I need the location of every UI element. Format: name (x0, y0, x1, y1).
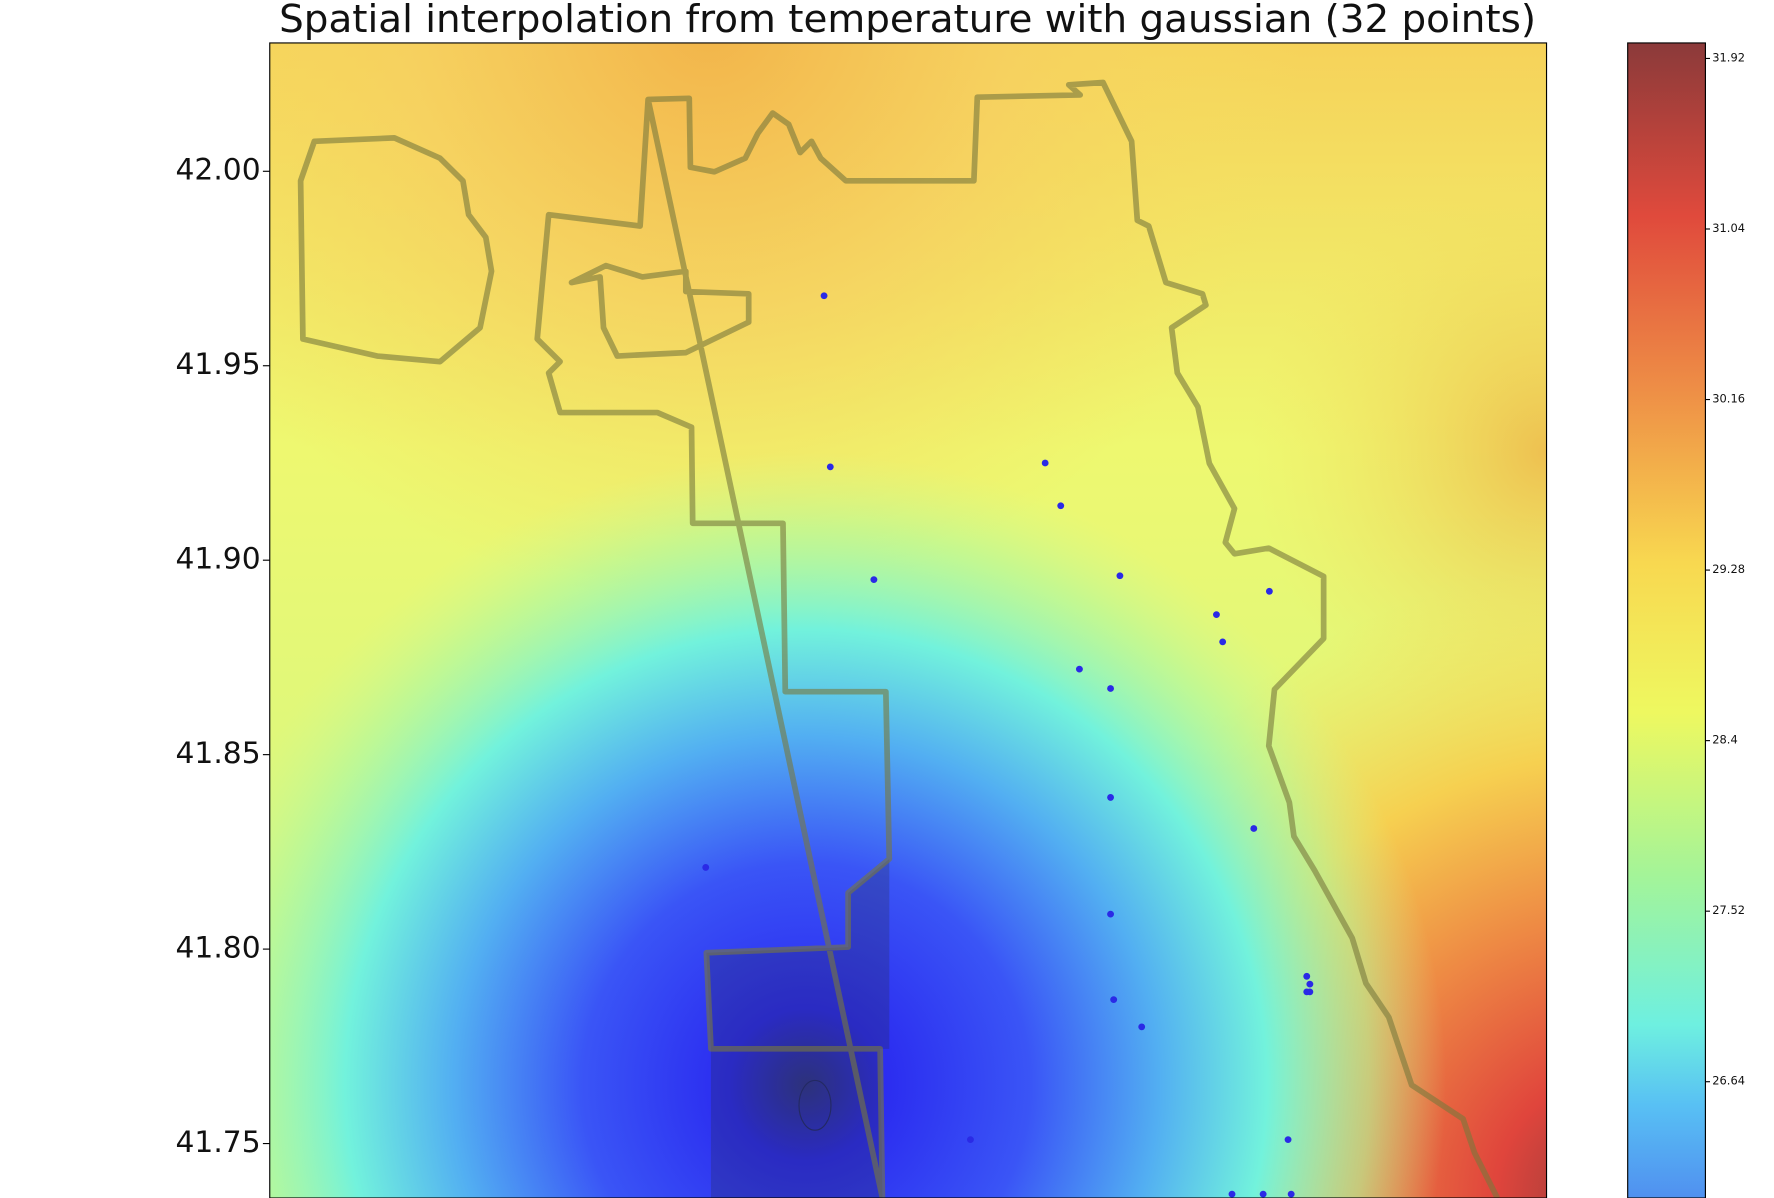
y-tick-label: 41.75 (176, 1125, 261, 1159)
colorbar (1627, 42, 1706, 1198)
station-point (1219, 638, 1227, 646)
y-tick-label: 41.85 (176, 736, 261, 770)
station-point (1075, 665, 1083, 673)
y-tick-label: 41.90 (176, 542, 261, 576)
station-point (1138, 1023, 1146, 1031)
station-point (826, 463, 834, 471)
colorbar-tick-label: 31.04 (1712, 221, 1745, 235)
y-tick-label: 41.80 (176, 931, 261, 965)
station-point (966, 1136, 974, 1144)
interpolated-field (269, 42, 1547, 1198)
station-point (1110, 996, 1118, 1004)
station-point (1306, 980, 1314, 988)
plot-frame (269, 42, 1548, 1198)
colorbar-tick-label: 30.16 (1712, 392, 1745, 406)
y-tick-label: 42.00 (176, 153, 261, 187)
station-point (1259, 1190, 1267, 1198)
station-point (1287, 1190, 1295, 1198)
station-point (1250, 825, 1258, 832)
colorbar-tick-label: 29.28 (1712, 562, 1745, 576)
station-point (1265, 587, 1273, 595)
station-point (1228, 1190, 1236, 1198)
station-point (1303, 988, 1311, 996)
station-point (1303, 972, 1311, 980)
colorbar-tick-label: 28.4 (1712, 733, 1737, 747)
station-point (1107, 794, 1114, 801)
colorbar-tick-label: 26.64 (1712, 1074, 1745, 1088)
colorbar-tick-label: 31.92 (1712, 50, 1745, 64)
chart-title: Spatial interpolation from temperature w… (279, 0, 1536, 42)
station-point (1107, 685, 1114, 692)
station-point (820, 292, 828, 300)
station-point (1041, 459, 1049, 467)
station-point (1213, 611, 1220, 619)
y-tick-label: 41.95 (176, 347, 261, 381)
station-point (870, 576, 878, 584)
station-point (1116, 572, 1124, 580)
colorbar-tick-label: 27.52 (1712, 903, 1745, 917)
station-point (1284, 1136, 1292, 1144)
station-point (1057, 502, 1065, 510)
station-point (702, 864, 710, 871)
station-point (1107, 910, 1114, 918)
